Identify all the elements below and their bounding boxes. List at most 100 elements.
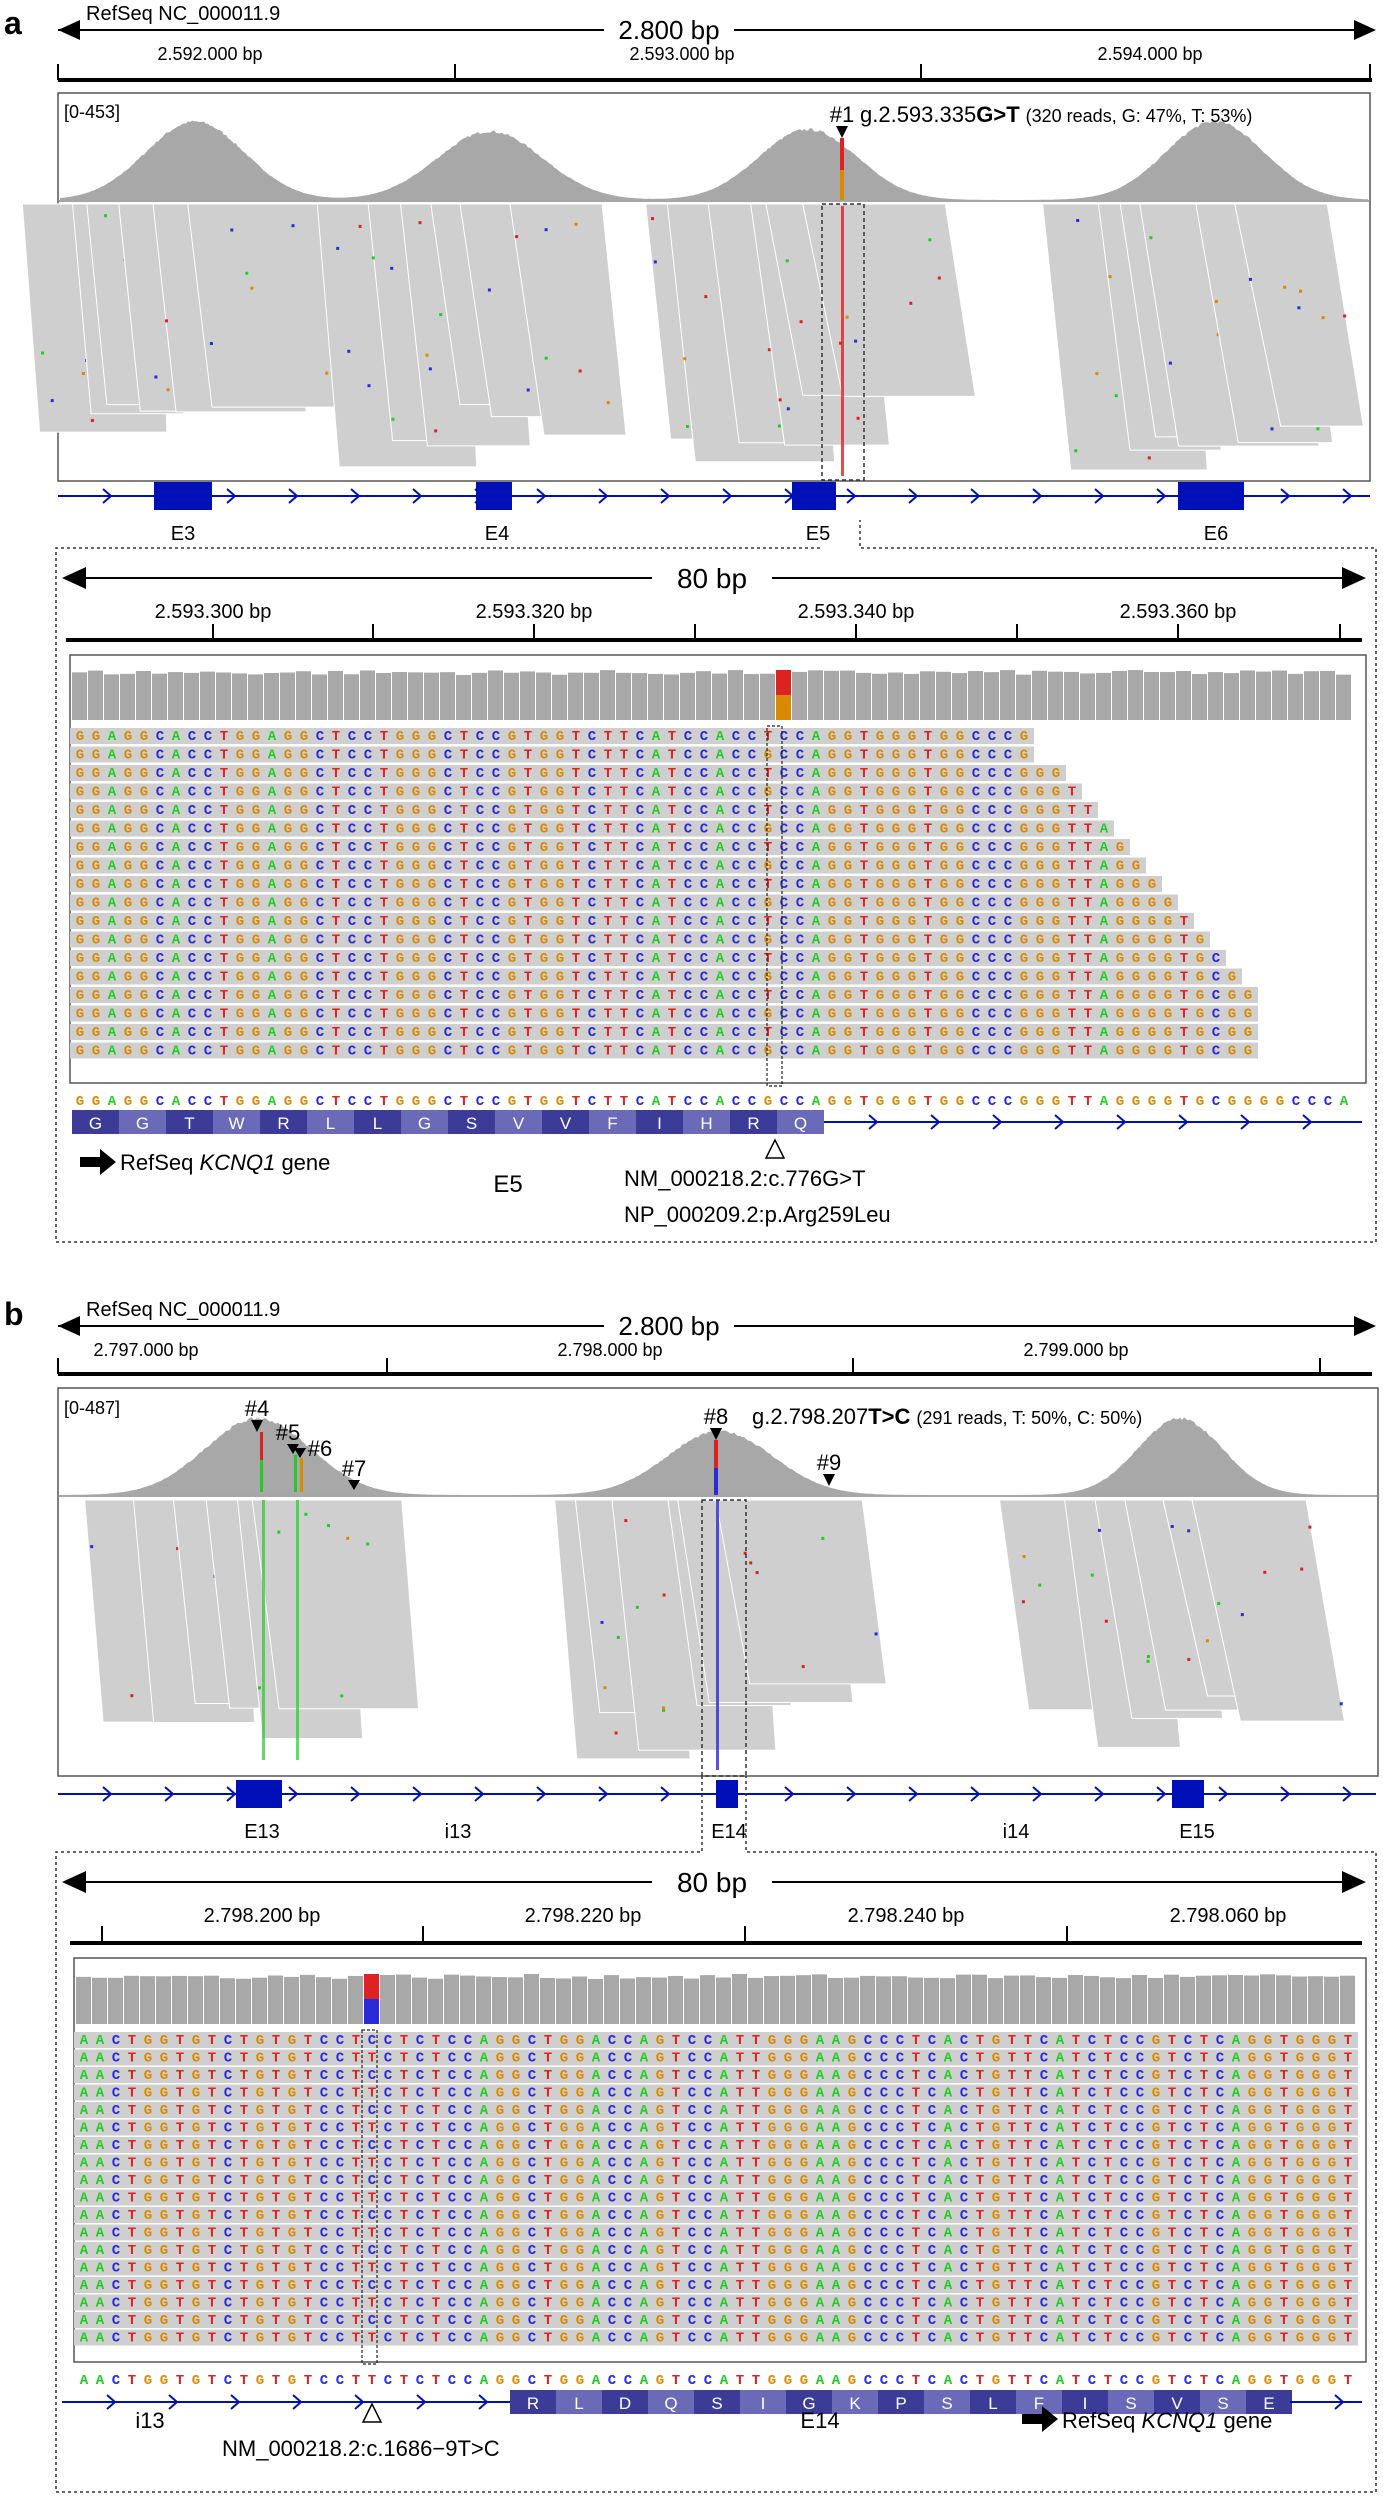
base-letter: C: [384, 2121, 393, 2137]
base-letter: C: [636, 877, 645, 893]
base-letter: G: [1164, 988, 1172, 1004]
base-letter: T: [460, 951, 468, 967]
base-letter: G: [428, 729, 436, 745]
base-letter: G: [1132, 1007, 1140, 1023]
base-letter: A: [944, 2208, 953, 2224]
base-letter: T: [1072, 2173, 1080, 2189]
base-letter: G: [256, 2261, 264, 2277]
base-letter: C: [204, 877, 213, 893]
base-letter: G: [1132, 1025, 1140, 1041]
base-letter: T: [208, 2226, 216, 2242]
base-letter: G: [512, 2331, 520, 2347]
base-letter: T: [460, 822, 468, 838]
base-letter: G: [556, 1025, 564, 1041]
strand-arrow: [1156, 1786, 1167, 1802]
base-letter: C: [880, 2068, 889, 2084]
base-letter: A: [480, 2278, 489, 2294]
base-letter: G: [124, 896, 132, 912]
base-letter: G: [956, 1094, 964, 1110]
base-letter: A: [816, 2051, 825, 2067]
base-letter: C: [624, 2033, 633, 2049]
base-letter: A: [80, 2296, 89, 2312]
base-letter: G: [300, 877, 308, 893]
base-letter: T: [764, 766, 772, 782]
base-letter: G: [1196, 933, 1204, 949]
base-letter: G: [908, 1025, 916, 1041]
base-letter: C: [608, 2068, 617, 2084]
base-letter: C: [896, 2261, 905, 2277]
strand-arrow: [868, 1114, 879, 1130]
base-letter: C: [988, 1044, 997, 1060]
base-letter: T: [1104, 2208, 1112, 2224]
base-letter: C: [384, 2103, 393, 2119]
base-letter: C: [224, 2226, 233, 2242]
mismatch-dot: [1114, 394, 1118, 398]
base-letter: G: [396, 896, 404, 912]
base-letter: C: [1184, 2121, 1193, 2137]
base-letter: C: [528, 2296, 537, 2312]
base-letter: G: [1052, 803, 1060, 819]
base-letter: C: [204, 803, 213, 819]
base-letter: C: [188, 1025, 197, 1041]
base-letter: T: [272, 2191, 280, 2207]
base-letter: T: [432, 2051, 440, 2067]
base-letter: T: [1344, 2226, 1352, 2242]
base-letter: G: [144, 2138, 152, 2154]
base-letter: C: [608, 2373, 617, 2389]
base-letter: C: [688, 2156, 697, 2172]
base-letter: G: [768, 2261, 776, 2277]
base-letter: C: [336, 2068, 345, 2084]
mismatch-dot: [428, 367, 432, 371]
base-letter: A: [1232, 2138, 1241, 2154]
coverage-bar: [808, 670, 823, 720]
base-letter: C: [1136, 2208, 1145, 2224]
base-letter: C: [748, 1007, 757, 1023]
strand-arrow: [1334, 2394, 1345, 2410]
base-letter: C: [204, 1007, 213, 1023]
read-background: [70, 857, 1146, 874]
base-letter: G: [844, 877, 852, 893]
base-letter: G: [656, 2373, 664, 2389]
base-letter: C: [1120, 2331, 1129, 2347]
base-letter: T: [1104, 2373, 1112, 2389]
base-letter: G: [800, 2068, 808, 2084]
base-letter: C: [416, 2243, 425, 2259]
base-letter: C: [1216, 2208, 1225, 2224]
base-letter: G: [892, 877, 900, 893]
base-letter: C: [636, 785, 645, 801]
base-letter: A: [716, 748, 725, 764]
base-letter: G: [784, 2156, 792, 2172]
base-letter: G: [496, 2296, 504, 2312]
codon-block: [213, 1110, 260, 1134]
base-letter: C: [928, 2331, 937, 2347]
base-letter: A: [812, 766, 821, 782]
base-letter: T: [208, 2208, 216, 2224]
coverage-bar: [248, 674, 263, 720]
base-letter: G: [288, 2278, 296, 2294]
base-letter: T: [1280, 2173, 1288, 2189]
base-letter: A: [268, 914, 277, 930]
base-letter: C: [928, 2033, 937, 2049]
base-letter: T: [752, 2103, 760, 2119]
base-letter: G: [1196, 1094, 1204, 1110]
base-letter: A: [268, 729, 277, 745]
base-letter: C: [188, 785, 197, 801]
base-letter: G: [1248, 2226, 1256, 2242]
base-letter: C: [492, 803, 501, 819]
base-letter: T: [332, 803, 340, 819]
base-letter: T: [1072, 2373, 1080, 2389]
base-letter: T: [208, 2331, 216, 2347]
base-letter: T: [400, 2051, 408, 2067]
base-letter: A: [592, 2121, 601, 2137]
base-letter: C: [1120, 2173, 1129, 2189]
base-letter: C: [796, 766, 805, 782]
base-letter: G: [76, 1007, 84, 1023]
mismatch-dot: [434, 429, 438, 433]
coverage-bar: [1208, 672, 1223, 720]
base-letter: C: [1004, 785, 1013, 801]
base-letter: C: [1088, 2313, 1097, 2329]
base-letter: G: [252, 877, 260, 893]
base-letter: T: [924, 1007, 932, 1023]
base-letter: T: [176, 2278, 184, 2294]
